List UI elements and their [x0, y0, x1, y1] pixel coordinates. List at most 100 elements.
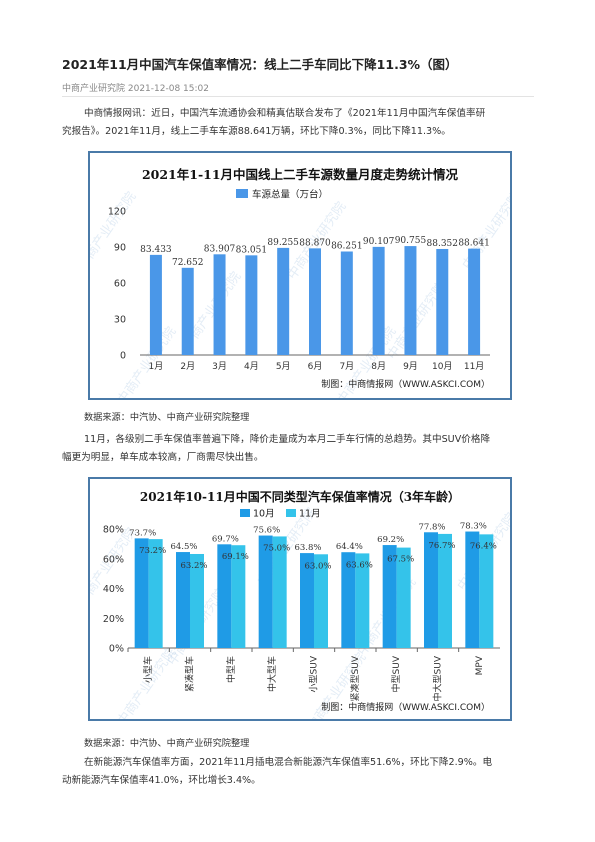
x-tick-label: 紧凑型车 [184, 656, 196, 692]
y-tick-label: 30 [114, 315, 126, 326]
bar-value-label-nov: 63.0% [304, 561, 331, 571]
paragraph-trend: 11月，各级别二手车保值率普遍下降，降价走量成为本月二手车行情的总趋势。其中SU… [62, 431, 534, 467]
bar-nov [314, 554, 328, 648]
y-tick-label: 60 [114, 279, 126, 290]
bar-value-label-oct: 73.7% [129, 528, 156, 538]
paragraph-trend-line2: 幅更为明显，单车成本较高，厂商需尽快出售。 [62, 452, 264, 463]
legend-label: 车源总量（万台） [252, 189, 328, 201]
bar-oct [341, 552, 356, 648]
bar-nov [272, 536, 287, 648]
chart-car-sources: 中商产业研究院中商产业研究院中商产业研究院中商产业研究院中商产业研究院中商产业研… [75, 167, 524, 408]
y-tick-label: 0% [109, 644, 124, 655]
source-note-2: 数据来源：中汽协、中商产业研究院整理 [84, 738, 250, 749]
paragraph-trend-line1: 11月，各级别二手车保值率普遍下降，降价走量成为本月二手车行情的总趋势。其中SU… [84, 434, 491, 445]
bar-nov [190, 553, 204, 648]
bar-value-label: 83.433 [140, 245, 172, 255]
x-tick-label: 3月 [212, 361, 227, 372]
bar [309, 248, 321, 355]
chart-footer: 制图：中商情报网（WWW.ASKCI.COM） [321, 701, 490, 713]
legend-label-oct: 10月 [253, 509, 275, 520]
x-tick-label: 中大型SUV [432, 655, 444, 701]
legend-swatch [236, 189, 248, 198]
bar-value-label: 83.907 [204, 244, 236, 254]
paragraph-intro-line2: 究报告》。2021年11月，线上二手车车源88.641万辆，环比下降0.3%，同… [62, 126, 451, 137]
x-tick-label: 11月 [464, 361, 484, 372]
y-tick-label: 90 [114, 243, 126, 254]
y-tick-label: 20% [103, 614, 124, 625]
bar [436, 248, 449, 355]
bar-value-label-oct: 64.4% [336, 542, 363, 552]
watermark-text: 中商产业研究院 [90, 189, 139, 272]
x-tick-label: 中大型车 [266, 656, 278, 692]
x-tick-label: 4月 [244, 361, 259, 372]
y-tick-label: 60% [103, 554, 124, 565]
x-tick-label: 1月 [149, 361, 164, 372]
bar [340, 251, 353, 355]
bar [213, 254, 226, 355]
y-tick-label: 40% [103, 584, 124, 595]
x-tick-label: 9月 [403, 361, 418, 372]
legend-label-nov: 11月 [299, 509, 321, 520]
legend-swatch-nov [286, 509, 296, 517]
bar-value-label-oct: 75.6% [253, 526, 280, 536]
paragraph-nev-line2: 动新能源汽车保值率41.0%，环比增长3.4%。 [62, 775, 261, 786]
x-tick-label: 中型车 [225, 656, 237, 683]
bar-value-label-nov: 63.2% [180, 561, 207, 571]
bar-oct [382, 545, 397, 648]
legend-swatch-oct [240, 509, 250, 517]
bar-value-label: 72.652 [172, 258, 204, 268]
bar [245, 255, 258, 355]
bar-nov [355, 553, 370, 648]
bar-value-label-nov: 67.5% [387, 555, 414, 565]
bar-nov [479, 534, 494, 648]
bar-oct [424, 532, 438, 648]
bar-oct [465, 531, 480, 648]
x-tick-label: 10月 [432, 361, 452, 372]
bar-value-label-nov: 76.7% [428, 541, 455, 551]
title-divider [62, 96, 534, 97]
chart-title: 2021年10-11月中国不同类型汽车保值率情况（3年车龄） [140, 489, 460, 504]
y-tick-label: 0 [120, 351, 126, 362]
bar-value-label: 90.107 [363, 237, 395, 247]
bar-oct [176, 552, 190, 648]
bar-oct [134, 538, 149, 648]
bar-value-label-oct: 63.8% [294, 543, 321, 553]
bar-nov [231, 545, 246, 648]
bar [149, 254, 162, 355]
source-note-1: 数据来源：中汽协、中商产业研究院整理 [84, 412, 250, 423]
bar-value-label-oct: 78.3% [460, 522, 487, 532]
bar-value-label-oct: 69.7% [212, 534, 239, 544]
x-tick-label: 小型SUV [309, 655, 320, 692]
chart-retention: 中商产业研究院中商产业研究院中商产业研究院中商产业研究院中商产业研究院中商产业研… [75, 489, 519, 734]
x-tick-label: 紧凑型SUV [349, 655, 361, 701]
bar-value-label: 88.870 [299, 238, 331, 248]
x-tick-label: 小型车 [142, 656, 154, 683]
paragraph-intro-line1: 中商情报网讯：近日，中国汽车流通协会和精真估联合发布了《2021年11月中国汽车… [84, 108, 486, 119]
x-tick-label: 5月 [276, 361, 291, 372]
bar-value-label-oct: 64.5% [170, 542, 197, 552]
chart-footer: 制图：中商情报网（WWW.ASKCI.COM） [321, 378, 490, 390]
article-title: 2021年11月中国汽车保值率情况：线上二手车同比下降11.3%（图） [62, 57, 458, 72]
paragraph-intro: 中商情报网讯：近日，中国汽车流通协会和精真估联合发布了《2021年11月中国汽车… [62, 105, 534, 141]
paragraph-nev-line1: 在新能源汽车保值率方面，2021年11月插电混合新能源汽车保值率51.6%，环比… [84, 757, 493, 768]
bar-value-label-nov: 75.0% [263, 543, 290, 553]
bar-value-label-oct: 77.8% [418, 522, 445, 532]
bar [181, 267, 194, 355]
bar-oct [258, 535, 273, 648]
bar-value-label: 90.755 [395, 236, 427, 246]
chart-retention-box: 中商产业研究院中商产业研究院中商产业研究院中商产业研究院中商产业研究院中商产业研… [75, 477, 519, 734]
bar-value-label: 89.255 [267, 238, 299, 248]
x-tick-label: 6月 [308, 361, 323, 372]
x-tick-label: MPV [475, 655, 485, 675]
bar-value-label: 88.641 [458, 239, 490, 249]
bar [404, 246, 417, 355]
bar-oct [300, 553, 314, 648]
x-tick-label: 2月 [180, 361, 195, 372]
bar [277, 247, 290, 355]
bar-oct [217, 544, 232, 648]
bar-value-label: 83.051 [236, 245, 268, 255]
bar-value-label: 88.352 [427, 239, 459, 249]
bar-value-label-nov: 73.2% [139, 546, 166, 556]
y-tick-label: 80% [103, 525, 124, 536]
bar-nov [148, 539, 163, 648]
